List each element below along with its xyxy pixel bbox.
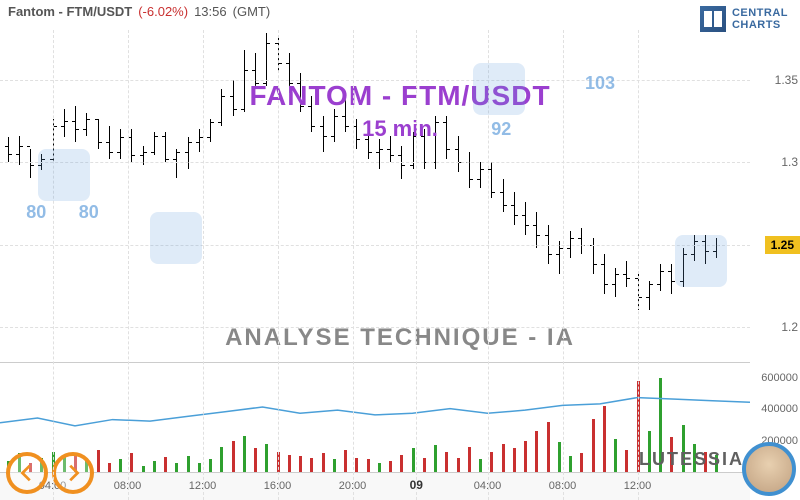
arrow-left-icon [16, 462, 38, 484]
watermark-icon [473, 63, 525, 115]
lutessia-label: LUTESSIA [639, 449, 744, 470]
watermark-number: 80 [26, 202, 46, 223]
header-tz: (GMT) [233, 4, 271, 19]
watermark-icon [150, 212, 202, 264]
price-change: (-6.02%) [138, 4, 188, 19]
watermark-icon [38, 149, 90, 201]
watermark-number: 103 [585, 73, 615, 94]
y-tick-label: 1.2 [781, 320, 798, 334]
arrow-right-icon [62, 462, 84, 484]
nav-next-button[interactable] [52, 452, 94, 494]
current-price-tag: 1.25 [765, 236, 800, 254]
watermark-number: 80 [79, 202, 99, 223]
logo-text: CENTRAL CHARTS [732, 7, 788, 31]
avatar-icon[interactable] [742, 442, 796, 496]
y-tick-label: 1.35 [775, 73, 798, 87]
price-y-axis: 1.21.251.31.351.25 [750, 30, 800, 360]
logo-icon [700, 6, 726, 32]
y-tick-label: 1.3 [781, 155, 798, 169]
brand-logo: CENTRAL CHARTS [700, 6, 788, 32]
watermark-number: 92 [491, 119, 511, 140]
instrument-name: Fantom - FTM/USDT [8, 4, 132, 19]
header-time: 13:56 [194, 4, 227, 19]
volume-y-tick: 600000 [761, 372, 798, 384]
nav-prev-button[interactable] [6, 452, 48, 494]
chart-header: Fantom - FTM/USDT (-6.02%) 13:56 (GMT) [8, 4, 270, 19]
watermark-icon [675, 235, 727, 287]
volume-y-tick: 400000 [761, 403, 798, 415]
